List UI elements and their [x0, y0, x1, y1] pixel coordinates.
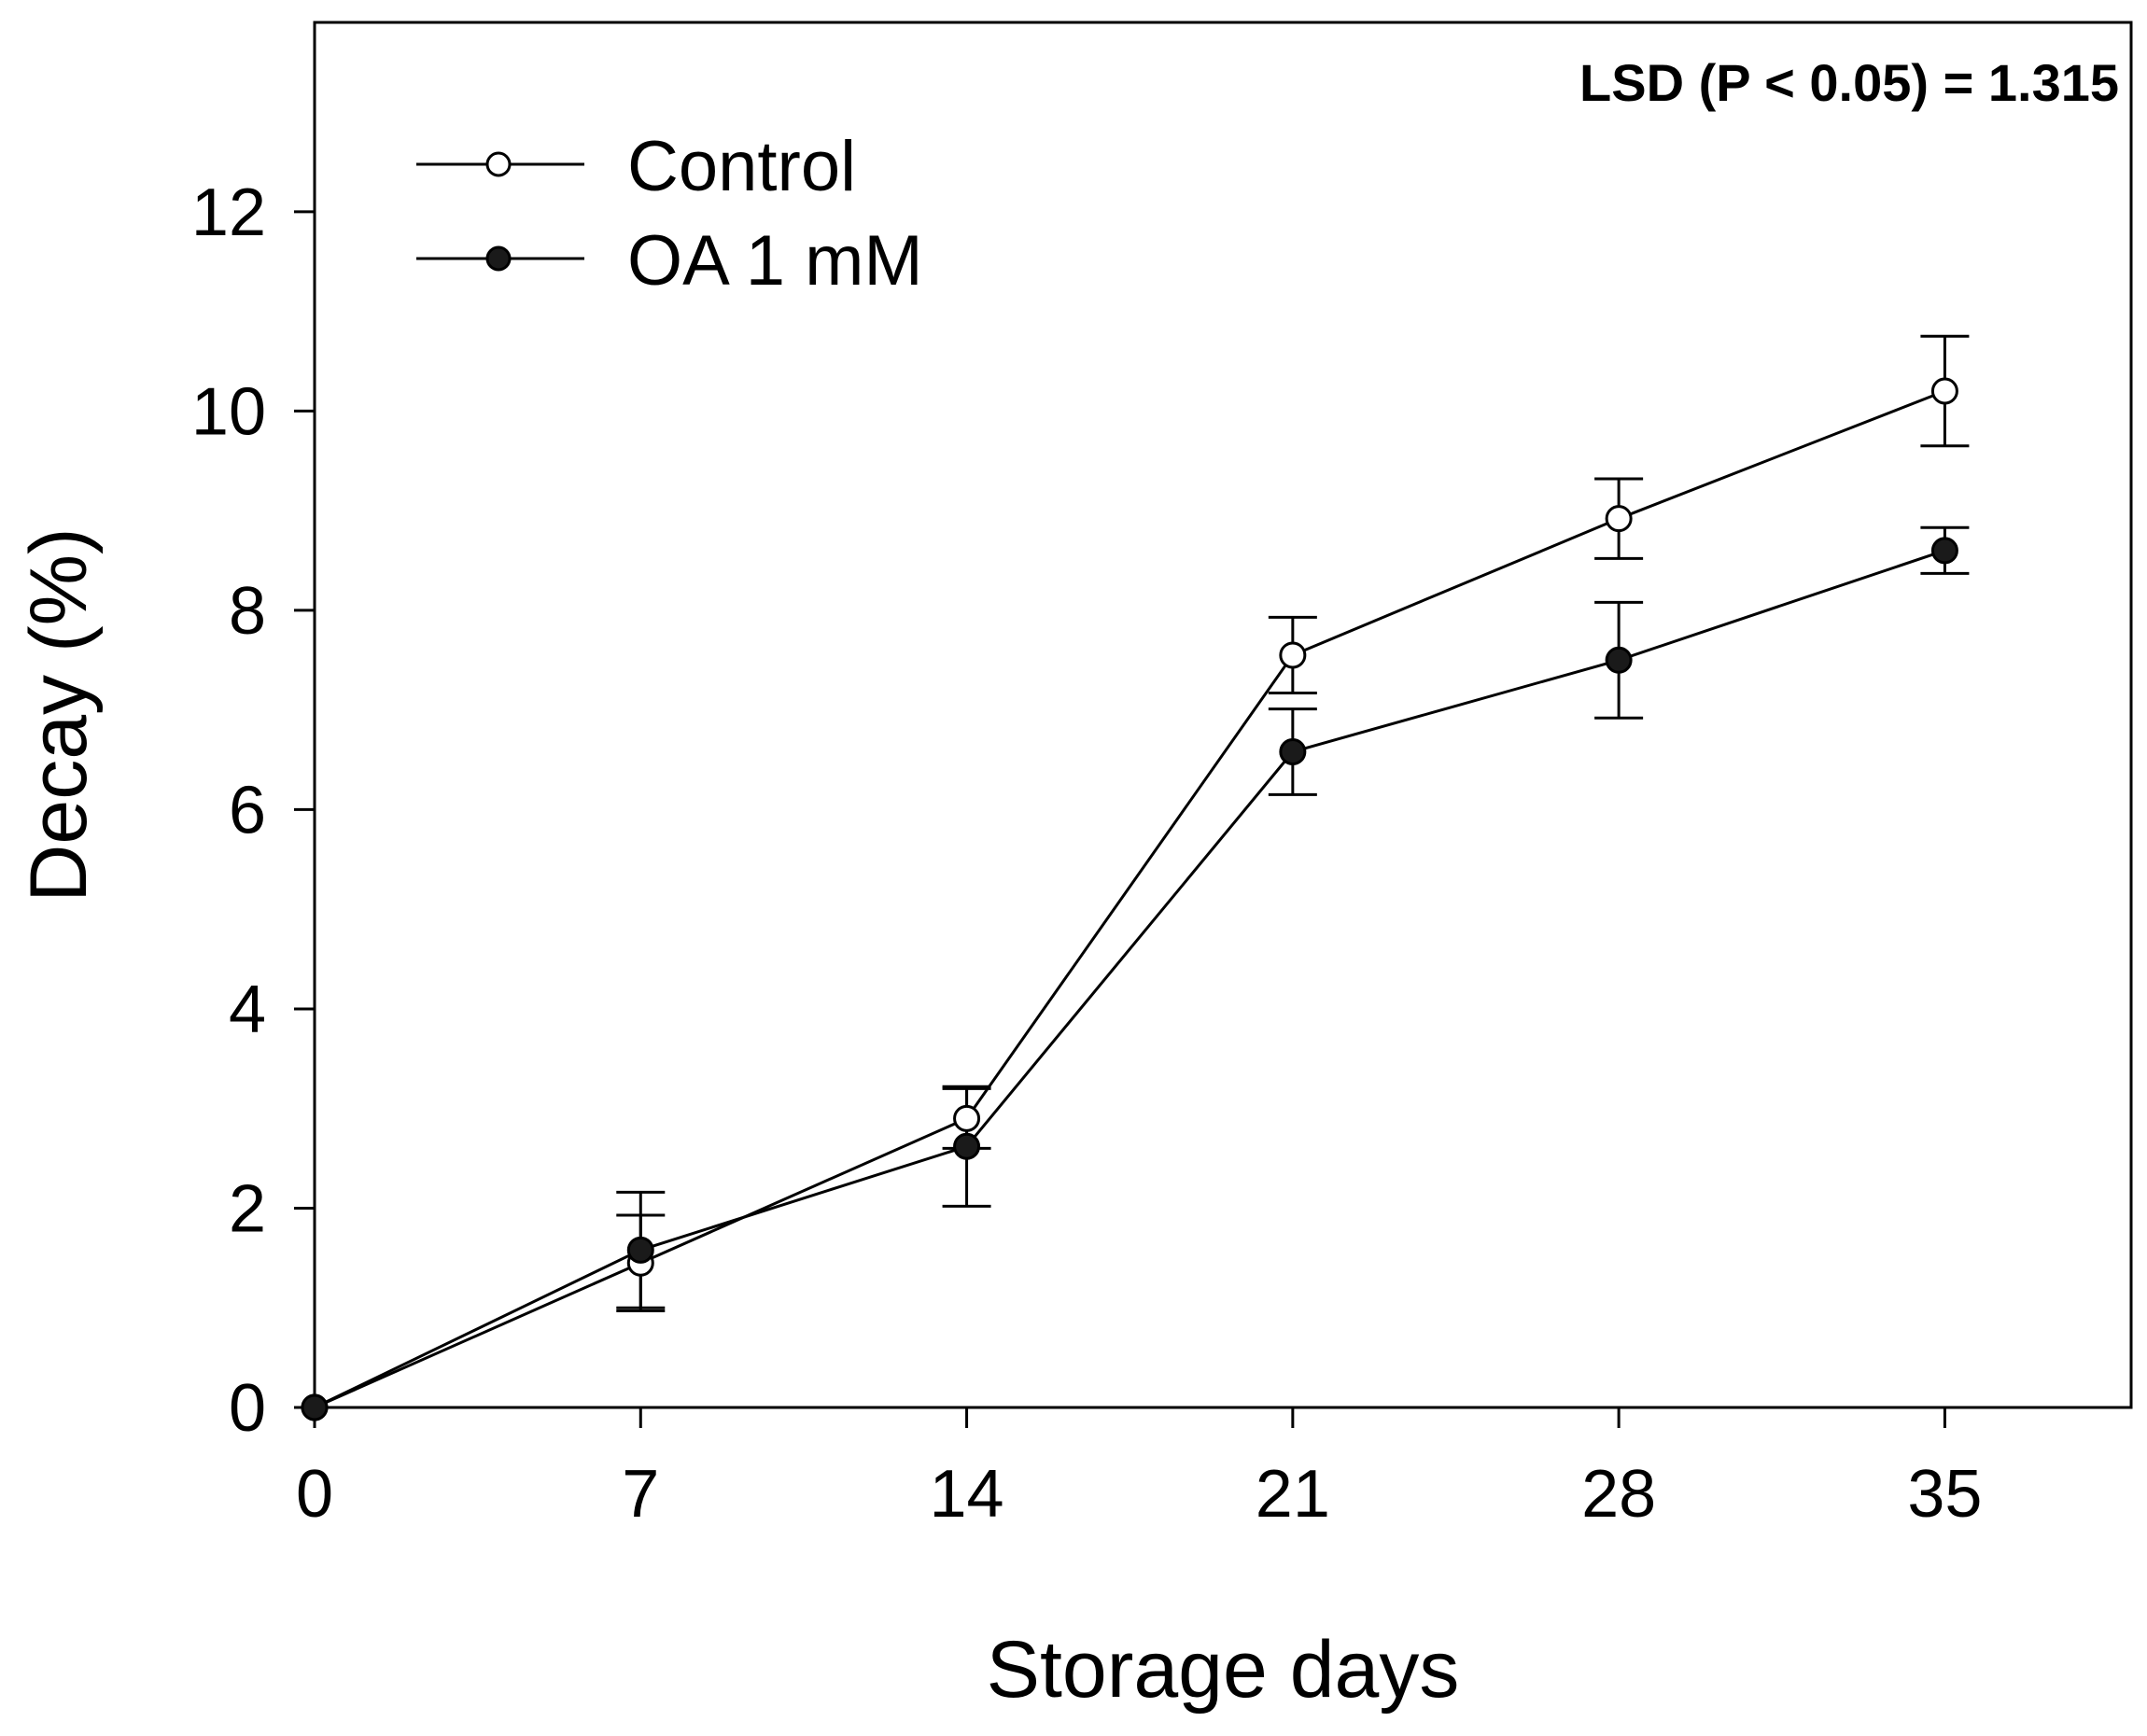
- y-tick-label: 4: [229, 973, 266, 1047]
- data-point-control: [1930, 377, 1958, 405]
- x-axis-ticks: 0 7 14 21 28 35: [296, 1407, 1982, 1532]
- series-line-control: [314, 389, 1945, 1409]
- x-tick-label: 14: [930, 1457, 1004, 1532]
- legend: Control OA 1 mM: [416, 127, 923, 301]
- legend-marker-oa: [485, 245, 512, 272]
- x-tick-label: 21: [1256, 1457, 1330, 1532]
- data-point-oa-1-mm: [1605, 646, 1633, 674]
- series-layer: [301, 334, 1970, 1421]
- legend-label-control: Control: [627, 127, 856, 206]
- x-tick-label: 7: [622, 1457, 659, 1532]
- data-point-control: [1605, 505, 1633, 533]
- data-point-control: [953, 1104, 981, 1132]
- y-tick-label: 0: [229, 1371, 266, 1446]
- series-line-oa-1-mm: [314, 549, 1945, 1409]
- y-tick-label: 8: [229, 574, 266, 649]
- data-point-control: [1279, 641, 1307, 669]
- y-tick-label: 2: [229, 1171, 266, 1246]
- y-tick-label: 6: [229, 773, 266, 847]
- y-tick-label: 10: [191, 374, 266, 449]
- x-tick-label: 28: [1581, 1457, 1656, 1532]
- legend-label-oa: OA 1 mM: [627, 221, 923, 301]
- data-point-oa-1-mm: [1930, 537, 1958, 565]
- lsd-annotation: LSD (P < 0.05) = 1.315: [1579, 53, 2119, 112]
- x-axis-title: Storage days: [987, 1625, 1460, 1715]
- x-tick-label: 0: [296, 1457, 333, 1532]
- y-axis-title: Decay (%): [14, 527, 104, 902]
- x-tick-label: 35: [1907, 1457, 1982, 1532]
- y-axis-ticks: 0 2 4 6 8 10 12: [191, 175, 315, 1446]
- plot-frame: [313, 21, 2133, 1409]
- legend-marker-control: [485, 151, 512, 177]
- data-point-oa-1-mm: [626, 1236, 654, 1264]
- data-point-oa-1-mm: [301, 1393, 329, 1421]
- data-point-oa-1-mm: [953, 1132, 981, 1160]
- y-tick-label: 12: [191, 175, 266, 250]
- data-point-oa-1-mm: [1279, 738, 1307, 766]
